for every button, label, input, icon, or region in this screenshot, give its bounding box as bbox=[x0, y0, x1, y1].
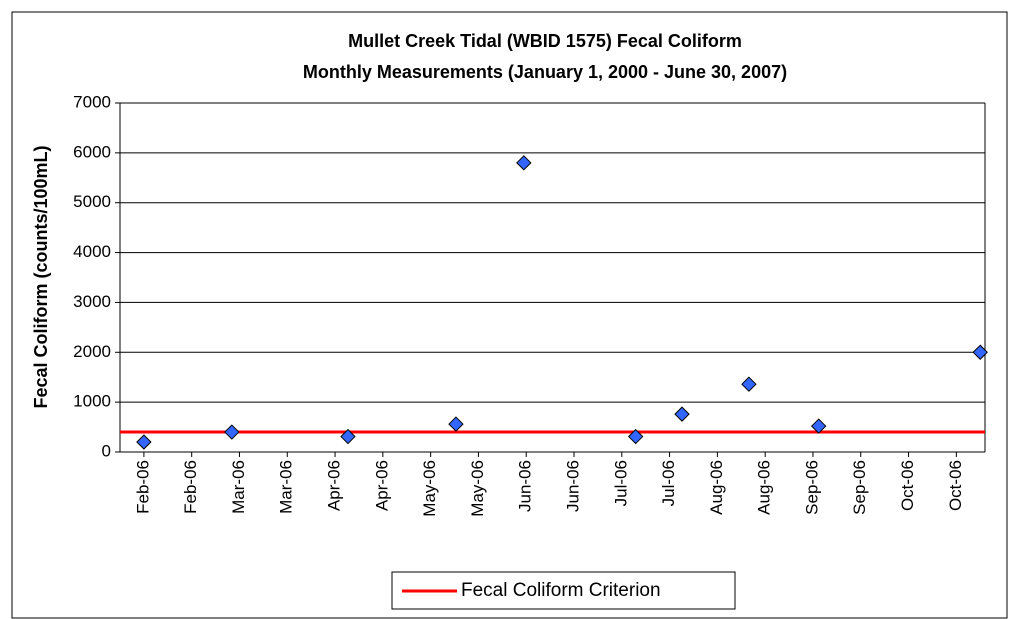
chart-border bbox=[11, 11, 1008, 619]
x-tick-label: Aug-06 bbox=[707, 460, 726, 515]
y-tick-label: 4000 bbox=[73, 242, 111, 261]
y-tick-label: 1000 bbox=[73, 392, 111, 411]
y-tick-label: 3000 bbox=[73, 292, 111, 311]
x-tick-label: Jul-06 bbox=[611, 460, 630, 506]
x-tick-label: Oct-06 bbox=[946, 460, 965, 511]
data-point bbox=[340, 428, 356, 445]
x-tick-label: Sep-06 bbox=[850, 460, 869, 515]
x-tick-label: Sep-06 bbox=[802, 460, 821, 515]
legend-label: Fecal Coliform Criterion bbox=[461, 580, 661, 601]
x-tick-label: Feb-06 bbox=[133, 460, 152, 514]
data-point bbox=[136, 434, 152, 450]
x-tick-label: Apr-06 bbox=[325, 460, 344, 511]
data-point bbox=[224, 424, 240, 440]
data-point bbox=[516, 155, 532, 171]
data-point bbox=[627, 428, 644, 445]
chart-title: Monthly Measurements (January 1, 2000 - … bbox=[303, 62, 787, 82]
y-tick-label: 7000 bbox=[73, 92, 111, 111]
x-tick-label: Apr-06 bbox=[372, 460, 391, 511]
data-point bbox=[674, 406, 690, 422]
y-axis-label: Fecal Coliform (counts/100mL) bbox=[31, 145, 51, 408]
x-tick-label: Aug-06 bbox=[755, 460, 774, 515]
y-tick-label: 5000 bbox=[73, 192, 111, 211]
data-point bbox=[741, 376, 757, 392]
data-point bbox=[810, 418, 827, 434]
y-tick-label: 6000 bbox=[73, 142, 111, 161]
chart-title: Mullet Creek Tidal (WBID 1575) Fecal Col… bbox=[348, 31, 742, 51]
x-tick-label: May-06 bbox=[420, 460, 439, 517]
x-tick-label: Feb-06 bbox=[181, 460, 200, 514]
y-tick-label: 2000 bbox=[73, 342, 111, 361]
x-tick-label: Jun-06 bbox=[516, 460, 535, 512]
data-point bbox=[972, 344, 988, 360]
x-tick-label: Jun-06 bbox=[563, 460, 582, 512]
data-point bbox=[448, 416, 464, 432]
x-tick-label: Oct-06 bbox=[898, 460, 917, 511]
x-tick-label: May-06 bbox=[468, 460, 487, 517]
x-tick-label: Jul-06 bbox=[659, 460, 678, 506]
x-tick-label: Mar-06 bbox=[229, 460, 248, 514]
x-tick-label: Mar-06 bbox=[277, 460, 296, 514]
y-tick-label: 0 bbox=[102, 441, 111, 460]
